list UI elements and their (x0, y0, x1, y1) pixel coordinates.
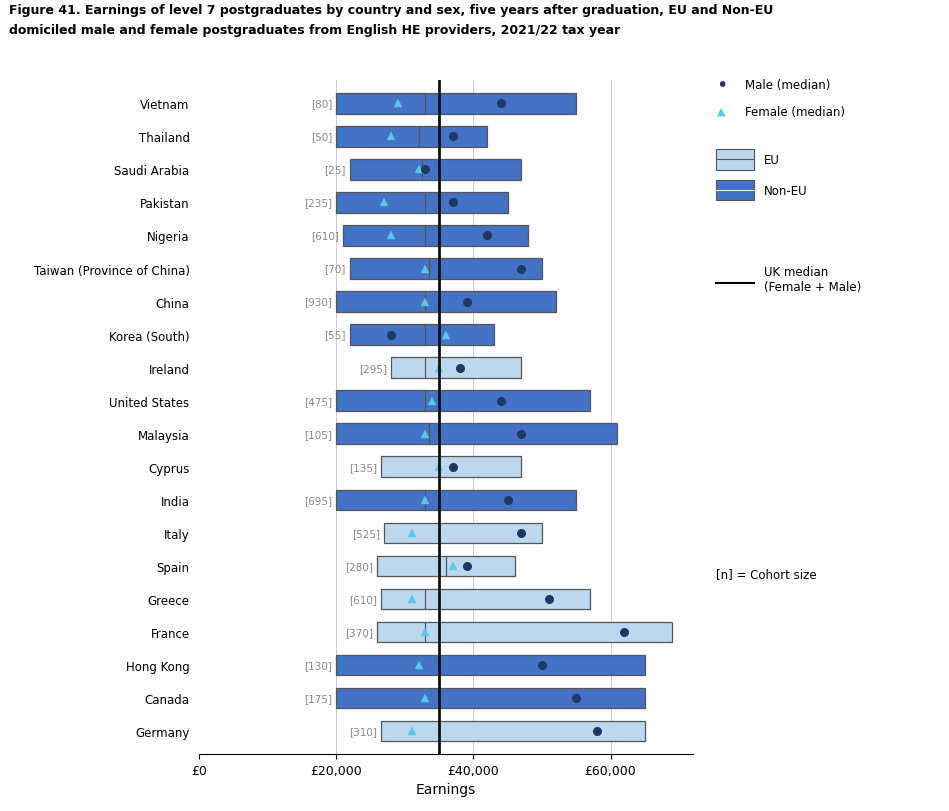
Text: [610]: [610] (349, 594, 377, 604)
Text: [525]: [525] (352, 528, 381, 539)
X-axis label: Earnings: Earnings (416, 783, 476, 796)
Text: [695]: [695] (304, 496, 332, 505)
Text: [130]: [130] (305, 660, 332, 670)
Text: [930]: [930] (305, 297, 332, 307)
Text: [105]: [105] (305, 429, 332, 440)
Bar (384, 523, 542, 543)
Text: [310]: [310] (349, 726, 377, 736)
Text: [80]: [80] (311, 99, 332, 109)
Text: •: • (716, 75, 728, 95)
Text: Non-EU: Non-EU (764, 185, 808, 198)
Bar (381, 721, 644, 741)
Text: [175]: [175] (304, 693, 332, 703)
Text: ▲: ▲ (716, 107, 725, 117)
Bar (378, 556, 514, 577)
Bar (336, 424, 618, 444)
Bar (336, 688, 644, 708)
Bar (344, 226, 529, 247)
Text: Figure 41. Earnings of level 7 postgraduates by country and sex, five years afte: Figure 41. Earnings of level 7 postgradu… (9, 4, 773, 17)
Bar (350, 160, 521, 180)
Bar (391, 358, 521, 379)
Bar (350, 259, 542, 280)
Text: [475]: [475] (304, 396, 332, 406)
Bar (381, 589, 590, 609)
Text: Female (median): Female (median) (745, 105, 845, 118)
Bar (381, 457, 521, 478)
Bar (336, 490, 576, 510)
Text: [610]: [610] (311, 231, 339, 241)
Bar (350, 325, 494, 345)
Text: [370]: [370] (345, 627, 373, 637)
Bar (336, 94, 576, 114)
Text: EU: EU (764, 154, 780, 167)
Bar (336, 391, 590, 411)
Text: [n] = Cohort size: [n] = Cohort size (716, 568, 817, 581)
Text: [135]: [135] (348, 462, 377, 472)
Text: [50]: [50] (311, 132, 332, 142)
Text: Male (median): Male (median) (745, 79, 830, 92)
Text: [280]: [280] (345, 561, 373, 571)
Text: [235]: [235] (304, 198, 332, 208)
Text: [70]: [70] (325, 264, 346, 274)
Bar (336, 127, 487, 148)
Bar (336, 292, 556, 312)
Bar (378, 622, 672, 642)
Text: [295]: [295] (359, 363, 387, 373)
Text: [25]: [25] (325, 165, 346, 175)
Text: [55]: [55] (325, 330, 346, 340)
Bar (336, 193, 508, 213)
Text: UK median
(Female + Male): UK median (Female + Male) (764, 266, 861, 294)
Bar (336, 655, 644, 676)
Text: domiciled male and female postgraduates from English HE providers, 2021/22 tax y: domiciled male and female postgraduates … (9, 24, 621, 37)
